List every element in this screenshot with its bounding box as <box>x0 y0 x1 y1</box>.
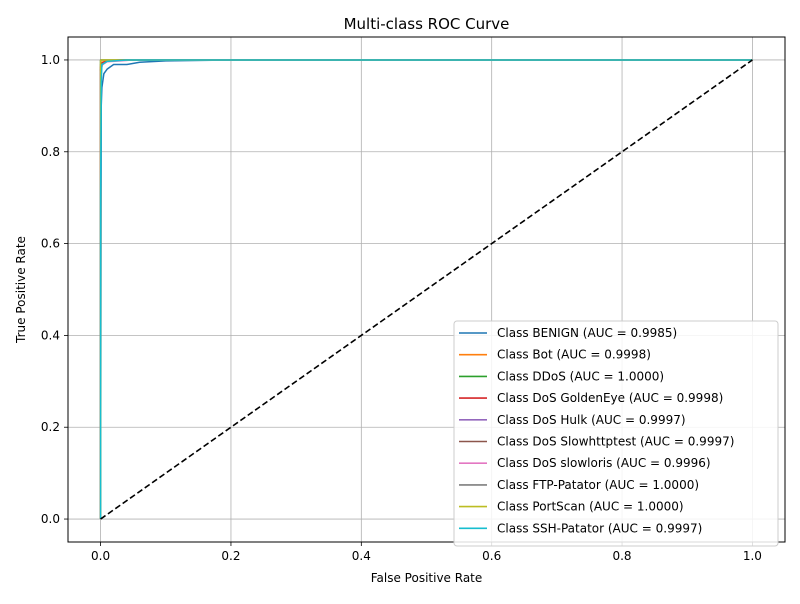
x-tick-label: 0.4 <box>352 549 371 563</box>
x-axis-label: False Positive Rate <box>371 571 483 585</box>
plot-frame <box>67 36 786 543</box>
legend-label: Class BENIGN (AUC = 0.9985) <box>497 326 677 340</box>
legend-label: Class PortScan (AUC = 1.0000) <box>497 500 684 514</box>
chart-title: Multi-class ROC Curve <box>344 15 510 33</box>
reference-diagonal-line <box>100 59 753 520</box>
y-tick-label: 0.8 <box>41 145 60 159</box>
legend: Class BENIGN (AUC = 0.9985) Class Bot (AU… <box>453 320 779 547</box>
y-tick-label: 0.2 <box>41 420 60 434</box>
x-tick-label: 0.8 <box>612 549 631 563</box>
y-axis-label: True Positive Rate <box>14 236 28 344</box>
x-tick-label: 0.6 <box>482 549 501 563</box>
legend-label: Class SSH-Patator (AUC = 0.9997) <box>497 521 702 535</box>
y-tick-label: 0.0 <box>41 512 60 526</box>
legend-label: Class DoS slowloris (AUC = 0.9996) <box>497 456 711 470</box>
x-tick-label: 0.2 <box>221 549 240 563</box>
legend-label: Class DoS GoldenEye (AUC = 0.9998) <box>497 391 723 405</box>
series-lines <box>99 59 753 520</box>
y-tick-label: 1.0 <box>41 53 60 67</box>
legend-label: Class Bot (AUC = 0.9998) <box>497 348 651 362</box>
legend-label: Class DDoS (AUC = 1.0000) <box>497 369 664 383</box>
grid-lines <box>68 37 785 542</box>
y-tick-label: 0.6 <box>41 237 60 251</box>
legend-label: Class DoS Slowhttptest (AUC = 0.9997) <box>497 435 734 449</box>
legend-box <box>453 320 779 547</box>
legend-label: Class FTP-Patator (AUC = 1.0000) <box>497 478 699 492</box>
series-line <box>99 59 753 520</box>
y-tick-label: 0.4 <box>41 328 60 342</box>
axis-ticks: 0.0 0.2 0.4 0.6 0.8 1.0 0.0 0.2 0.4 0.6 0.8 1.0 <box>41 53 762 563</box>
x-tick-label: 0.0 <box>91 549 110 563</box>
x-tick-label: 1.0 <box>743 549 762 563</box>
legend-label: Class DoS Hulk (AUC = 0.9997) <box>497 413 686 427</box>
